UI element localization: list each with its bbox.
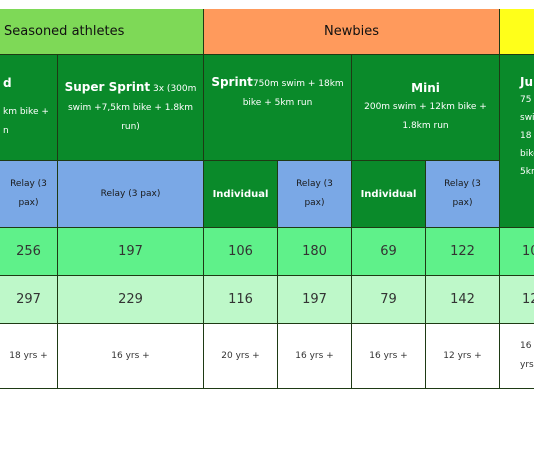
age-limit-value: 18 yrs + — [9, 350, 48, 361]
age-limit-cell: 16 yrs + — [352, 324, 426, 389]
format-super-sprint-line2: run) — [121, 122, 140, 132]
price-value: 142 — [450, 292, 475, 307]
format-sprint: Sprint750m swim + 18km bike + 5km run — [204, 55, 352, 161]
entry-type-label: Relay (3 pax) — [444, 179, 481, 208]
format-sprint-title: Sprint — [211, 75, 253, 89]
entry-type-relay-standard: Relay (3 pax) — [0, 161, 58, 228]
age-limit-value: 20 yrs + — [221, 350, 260, 361]
format-super-sprint-title: Super Sprint — [64, 80, 151, 94]
entry-type-label: Relay (3 pax) — [10, 179, 47, 208]
format-sprint-title-sub: 750m swim + 18km — [252, 79, 344, 89]
price-row2-cell: 116 — [204, 276, 278, 324]
age-limit-value: 16 yrs + — [369, 350, 408, 361]
price-row2-cell: 79 — [352, 276, 426, 324]
price-row2-cell: 12 — [500, 276, 534, 324]
format-junior-line3: 18 — [520, 131, 532, 141]
price-row2-cell: 297 — [0, 276, 58, 324]
format-standard-title: d — [3, 76, 12, 90]
price-row1-cell: 122 — [426, 228, 500, 276]
format-mini-line1: 200m swim + 12km bike + — [364, 102, 487, 112]
group-junior — [500, 9, 534, 55]
age-limit-cell: 16 yrs — [500, 324, 534, 389]
group-seasoned-athletes: Seasoned athletes — [0, 9, 204, 55]
format-junior-line5: 5km — [520, 167, 534, 177]
entry-type-label: Relay (3 pax) — [296, 179, 333, 208]
price-value: 69 — [380, 244, 397, 259]
age-limit-cell: 12 yrs + — [426, 324, 500, 389]
age-limit-cell: 20 yrs + — [204, 324, 278, 389]
format-junior-line2: swi — [520, 113, 534, 123]
price-row1-cell: 256 — [0, 228, 58, 276]
entry-type-relay-mini: Relay (3 pax) — [426, 161, 500, 228]
price-value: 106 — [228, 244, 253, 259]
price-value: 79 — [380, 292, 397, 307]
format-super-sprint: Super Sprint 3x (300m swim +7,5km bike +… — [58, 55, 204, 161]
price-row2-cell: 197 — [278, 276, 352, 324]
age-limit-value: 16 yrs + — [295, 350, 334, 361]
age-limit-cell: 16 yrs + — [58, 324, 204, 389]
price-value: 116 — [228, 292, 253, 307]
price-value: 197 — [302, 292, 327, 307]
entry-type-label: Individual — [360, 188, 417, 200]
age-limit-value-extra: yrs — [520, 360, 534, 370]
entry-type-label: Individual — [212, 188, 269, 200]
format-mini: Mini 200m swim + 12km bike + 1.8km run — [352, 55, 500, 161]
group-newbies-label: Newbies — [324, 24, 379, 39]
format-mini-line2: 1.8km run — [402, 121, 449, 131]
format-mini-title: Mini — [411, 81, 440, 95]
age-limit-value: 16 — [520, 341, 532, 351]
age-limit-value: 12 yrs + — [443, 350, 482, 361]
entry-type-label: Relay (3 pax) — [100, 188, 161, 199]
group-newbies: Newbies — [204, 9, 500, 55]
age-limit-cell: 18 yrs + — [0, 324, 58, 389]
age-limit-value: 16 yrs + — [111, 350, 150, 361]
price-row1-cell: 180 — [278, 228, 352, 276]
format-junior: Jun 75 swi 18 bike 5km — [500, 55, 534, 228]
format-standard: d km bike + n — [0, 55, 58, 161]
price-value: 256 — [16, 244, 41, 259]
price-row1-cell: 197 — [58, 228, 204, 276]
price-value: 180 — [302, 244, 327, 259]
entry-type-individual-sprint: Individual — [204, 161, 278, 228]
price-row2-cell: 142 — [426, 276, 500, 324]
format-junior-title: Jun — [520, 75, 534, 89]
price-value: 10 — [522, 244, 534, 259]
age-limit-cell: 16 yrs + — [278, 324, 352, 389]
entry-type-relay-super-sprint: Relay (3 pax) — [58, 161, 204, 228]
price-row1-cell: 69 — [352, 228, 426, 276]
format-standard-line2: n — [3, 126, 9, 136]
entry-type-relay-sprint: Relay (3 pax) — [278, 161, 352, 228]
price-row1-cell: 10 — [500, 228, 534, 276]
format-standard-line1: km bike + — [3, 107, 49, 117]
price-value: 122 — [450, 244, 475, 259]
entry-type-individual-mini: Individual — [352, 161, 426, 228]
price-value: 229 — [118, 292, 143, 307]
price-row1-cell: 106 — [204, 228, 278, 276]
price-value: 197 — [118, 244, 143, 259]
group-seasoned-label: Seasoned athletes — [4, 24, 125, 39]
format-sprint-line1: bike + 5km run — [242, 98, 313, 108]
format-super-sprint-line1: swim +7,5km bike + 1.8km — [67, 103, 194, 113]
format-junior-line4: bike — [520, 149, 534, 159]
format-junior-line1: 75 — [520, 95, 532, 105]
format-super-sprint-title-sub: 3x (300m — [150, 84, 197, 94]
price-value: 297 — [16, 292, 41, 307]
price-row2-cell: 229 — [58, 276, 204, 324]
price-value: 12 — [522, 292, 534, 307]
